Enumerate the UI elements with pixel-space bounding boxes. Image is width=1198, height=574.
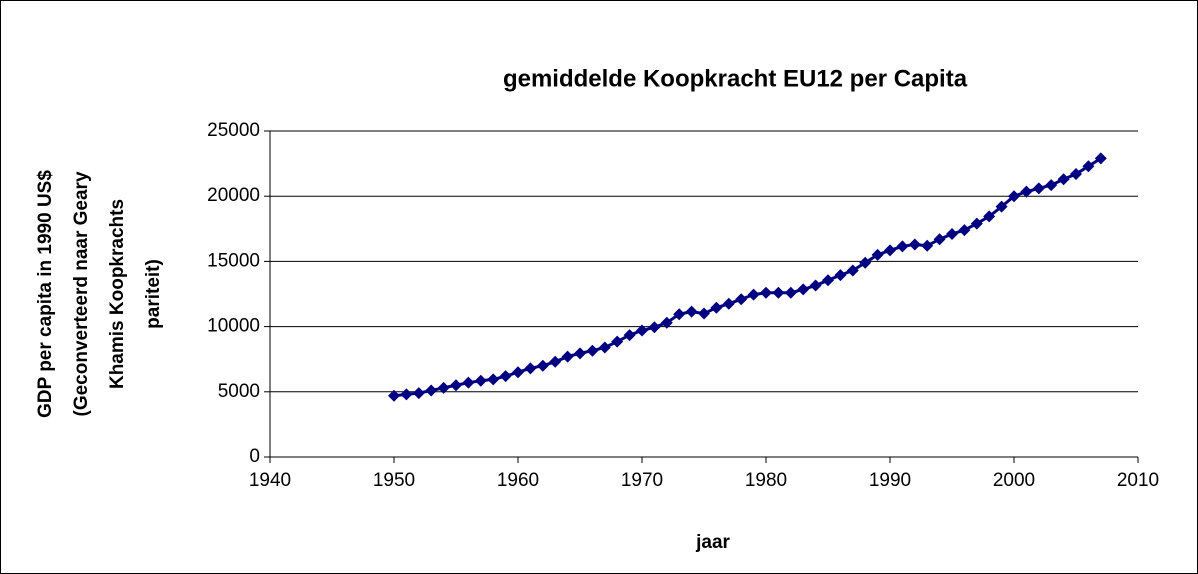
data-point [1045, 179, 1058, 192]
data-point [623, 329, 636, 342]
data-point [586, 344, 599, 357]
data-point [487, 373, 500, 386]
data-point [462, 376, 475, 389]
data-point [921, 239, 934, 252]
y-axis-label-line: Khamis Koopkrachts [107, 199, 128, 389]
x-tick-label: 2010 [1117, 470, 1159, 491]
data-point [896, 240, 909, 253]
data-point [871, 248, 884, 261]
data-point [735, 293, 748, 306]
data-point [834, 269, 847, 282]
data-point [1032, 182, 1045, 195]
y-tick-label: 0 [249, 446, 260, 467]
data-point [1020, 185, 1033, 198]
data-point [636, 324, 648, 337]
data-point [958, 224, 971, 237]
data-point [983, 210, 996, 223]
data-point [722, 297, 735, 310]
chart-title: gemiddelde Koopkracht EU12 per Capita [503, 65, 968, 92]
y-tick-label: 5000 [218, 381, 260, 402]
x-tick-label: 1980 [745, 470, 787, 491]
data-point [1008, 190, 1020, 203]
y-axis-label-line: GDP per capita in 1990 US$ [35, 170, 56, 418]
y-tick-label: 20000 [207, 185, 260, 206]
data-point [437, 381, 450, 394]
data-point [698, 307, 710, 320]
data-point [574, 347, 586, 360]
data-point [710, 301, 723, 314]
data-point [760, 286, 772, 299]
data-point [524, 362, 537, 375]
y-axis-label-line: (Geconverteerd naar Geary [71, 171, 92, 416]
x-tick-label: 2000 [993, 470, 1035, 491]
data-point [809, 279, 822, 292]
data-point [450, 379, 462, 392]
y-axis-label-line: pariteit) [143, 259, 164, 329]
x-tick-label: 1960 [497, 470, 539, 491]
y-tick-label: 25000 [207, 120, 260, 141]
data-point [1094, 152, 1107, 165]
data-point [1057, 173, 1070, 186]
x-tick-label: 1970 [621, 470, 663, 491]
x-tick-label: 1950 [373, 470, 415, 491]
data-point [946, 228, 958, 241]
data-point [685, 305, 698, 318]
data-point [995, 200, 1008, 213]
data-point [822, 274, 834, 287]
data-point [660, 316, 673, 329]
data-point [673, 308, 686, 321]
data-point [561, 350, 574, 363]
data-point [611, 335, 624, 348]
data-point [908, 238, 921, 251]
data-point [549, 355, 562, 368]
series-line [393, 157, 1102, 398]
data-point [512, 366, 524, 379]
y-tick-label: 10000 [207, 316, 260, 337]
data-point [784, 286, 797, 299]
data-point [1082, 160, 1095, 173]
data-point [970, 217, 983, 230]
data-point [598, 341, 611, 354]
data-point [933, 233, 946, 246]
data-point [412, 387, 425, 400]
data-point [797, 283, 810, 296]
data-point [474, 374, 487, 387]
data-point [536, 359, 549, 372]
data-point [1070, 168, 1082, 181]
data-point [425, 384, 438, 397]
data-point [859, 256, 872, 269]
data-point [884, 244, 896, 257]
x-tick-label: 1990 [869, 470, 911, 491]
data-point [772, 286, 785, 299]
y-tick-label: 15000 [207, 250, 260, 271]
data-point [400, 388, 413, 401]
data-point [388, 389, 400, 402]
data-point [648, 321, 661, 334]
data-point [846, 264, 859, 277]
x-tick-label: 1940 [249, 470, 291, 491]
data-point [499, 370, 512, 383]
x-axis-label: jaar [695, 532, 730, 553]
data-point [747, 288, 760, 301]
y-axis-label: GDP per capita in 1990 US$ (Geconverteer… [35, 170, 164, 418]
